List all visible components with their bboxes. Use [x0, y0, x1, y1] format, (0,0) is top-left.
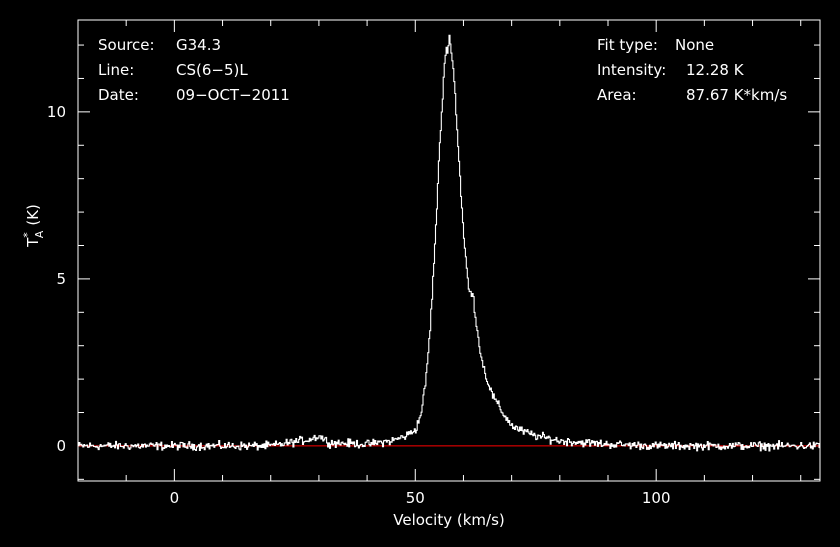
y-axis-label: T*A (K): [21, 204, 46, 248]
y-tick-label: 10: [47, 103, 66, 121]
axis-ticks: [78, 20, 820, 481]
source-key: Source:: [98, 36, 155, 54]
axis-tick-labels: 0 50 100 0 5 10: [47, 103, 671, 507]
area-key: Area:: [597, 86, 637, 104]
area-value: 87.67 K*km/s: [686, 86, 787, 104]
intensity-key: Intensity:: [597, 61, 666, 79]
y-axis-label-main: T: [24, 237, 42, 248]
line-value: CS(6−5)L: [176, 61, 248, 79]
source-value: G34.3: [176, 36, 221, 54]
y-axis-label-sub: A: [33, 230, 46, 238]
x-tick-label: 0: [170, 489, 180, 507]
date-key: Date:: [98, 86, 139, 104]
x-axis-label: Velocity (km/s): [393, 511, 504, 529]
spectrum-series-line: [78, 34, 820, 452]
header-info: Source: G34.3 Line: CS(6−5)L Date: 09−OC…: [98, 36, 787, 104]
x-tick-label: 100: [642, 489, 671, 507]
fit-type-value: None: [675, 36, 714, 54]
fit-type-key: Fit type:: [597, 36, 658, 54]
plot-frame: [77, 19, 821, 482]
line-key: Line:: [98, 61, 134, 79]
y-axis-label-unit: (K): [24, 204, 42, 226]
y-tick-label: 0: [56, 437, 66, 455]
date-value: 09−OCT−2011: [176, 86, 290, 104]
x-tick-label: 50: [406, 489, 425, 507]
y-axis-label-sup: *: [21, 232, 34, 238]
intensity-value: 12.28 K: [686, 61, 745, 79]
y-tick-label: 5: [56, 270, 66, 288]
